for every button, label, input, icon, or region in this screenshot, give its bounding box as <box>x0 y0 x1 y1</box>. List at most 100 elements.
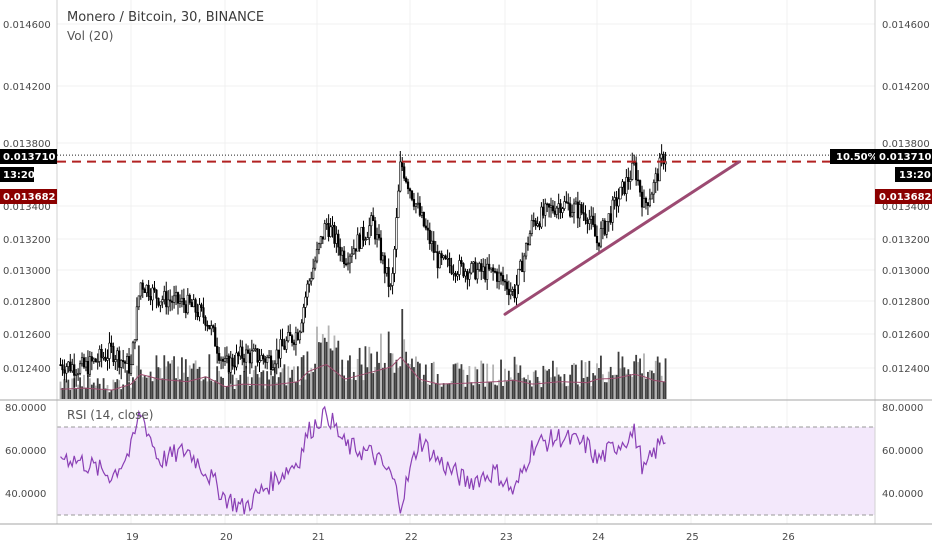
volume-bar <box>279 372 282 399</box>
rsi-tick-label-right: 80.0000 <box>882 403 923 414</box>
volume-bar <box>260 371 263 399</box>
volume-bar <box>641 373 643 399</box>
volume-bar <box>161 378 164 399</box>
right-level-tag: 0.013682 <box>875 189 932 204</box>
candle-body <box>325 223 328 225</box>
volume-bar <box>432 361 435 399</box>
candle-body <box>352 248 355 255</box>
candle-body <box>344 263 348 266</box>
price-tick-label-right: 0.013000 <box>882 266 930 277</box>
candle-body <box>374 220 377 240</box>
volume-bar <box>548 369 550 399</box>
volume-bar <box>422 374 425 399</box>
volume-bar <box>273 367 276 399</box>
candle-body <box>174 292 178 297</box>
volume-bar <box>184 359 187 399</box>
volume-bar <box>350 379 353 399</box>
candle-body <box>298 331 301 341</box>
volume-bar <box>553 376 556 399</box>
volume-bar <box>607 371 610 399</box>
candle-body <box>114 359 117 363</box>
candle-body <box>165 291 168 308</box>
volume-bar <box>349 355 351 399</box>
candle-body <box>648 198 651 206</box>
candle-body <box>416 202 420 205</box>
candle-body <box>237 352 240 357</box>
candle-body <box>323 223 326 240</box>
price-tick-label-right: 0.013800 <box>882 139 930 150</box>
candle-body <box>383 255 386 274</box>
candle-body <box>523 255 526 273</box>
candle-body <box>192 299 195 308</box>
candle-body <box>131 342 135 366</box>
volume-bar <box>506 381 508 399</box>
volume-bar <box>460 364 463 399</box>
volume-bar <box>149 371 152 399</box>
volume-bar <box>310 367 313 399</box>
volume-bar <box>550 377 552 399</box>
left-last-price-tag: 0.013710 <box>0 149 57 164</box>
volume-bar <box>639 358 641 399</box>
volume-bar <box>285 385 288 399</box>
volume-bar <box>540 387 543 399</box>
volume-bar <box>569 374 572 399</box>
support-trendline[interactable] <box>503 160 741 316</box>
volume-bar <box>237 380 240 399</box>
candle-body <box>312 267 315 279</box>
volume-bar <box>623 367 626 399</box>
candle-body <box>172 295 176 303</box>
volume-bar <box>436 374 439 399</box>
candle-body <box>424 225 427 229</box>
volume-bar <box>395 359 398 399</box>
candle-body <box>460 260 463 264</box>
volume-bar <box>224 387 226 399</box>
candle-body <box>662 153 665 165</box>
volume-bar <box>341 359 344 399</box>
candle-body <box>241 346 244 359</box>
time-tick-label: 26 <box>782 532 795 543</box>
volume-bar <box>319 342 322 399</box>
candle-body <box>633 162 636 165</box>
volume-bar <box>90 384 93 399</box>
volume-bar <box>59 381 62 399</box>
volume-bar <box>567 385 570 399</box>
volume-bar <box>323 337 326 399</box>
time-tick-label: 20 <box>220 532 233 543</box>
volume-bar <box>218 370 221 399</box>
candle-body <box>448 258 451 267</box>
volume-bar <box>409 364 411 399</box>
volume-bar <box>444 384 447 399</box>
volume-bar <box>212 382 215 399</box>
price-tick-label-left: 0.014600 <box>3 20 51 31</box>
candle-body <box>343 250 346 265</box>
volume-bar <box>454 363 457 399</box>
candle-body <box>200 304 203 308</box>
candle-body <box>362 226 365 241</box>
candle-body <box>273 363 276 368</box>
candle-body <box>631 162 634 180</box>
volume-bar <box>132 377 134 399</box>
candle-body <box>590 215 593 220</box>
candle-body <box>77 372 80 375</box>
volume-bar <box>169 363 172 399</box>
candle-body <box>644 198 648 204</box>
volume-bar <box>399 366 402 399</box>
volume-bar <box>380 333 382 399</box>
candle-body <box>182 297 185 305</box>
rsi-tick-label-left: 40.0000 <box>5 489 46 500</box>
volume-bar <box>157 367 160 399</box>
left-last-price-value: 0.013710 <box>3 152 56 163</box>
candle-body <box>377 234 381 239</box>
volume-bar <box>331 350 334 399</box>
candle-body <box>370 215 373 227</box>
volume-bar <box>110 390 113 399</box>
volume-bar <box>312 371 315 399</box>
volume-bar <box>128 382 130 399</box>
candle-body <box>379 237 383 261</box>
left-level-tag: 0.013682 <box>0 189 57 204</box>
candle-body <box>492 267 495 272</box>
candle-body <box>611 199 614 223</box>
volume-bar <box>139 369 142 399</box>
